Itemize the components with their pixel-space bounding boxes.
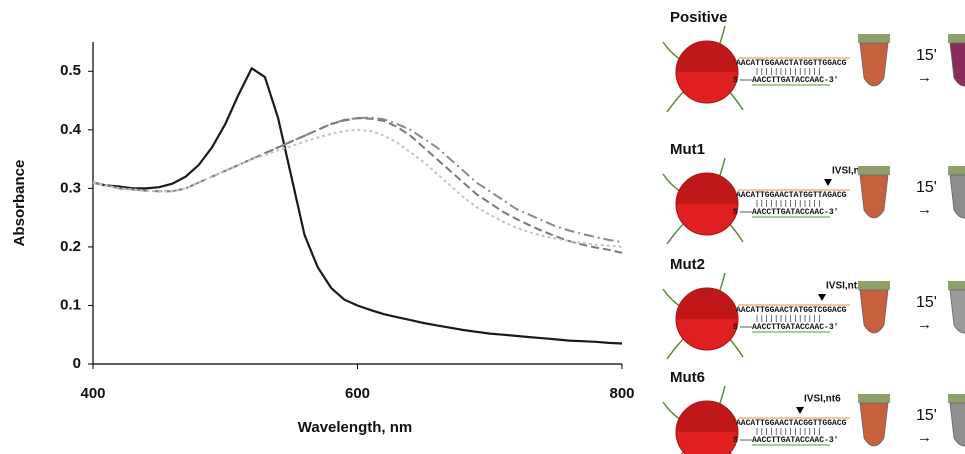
y-tick-label: 0.1 bbox=[60, 296, 81, 313]
thiol-label: S bbox=[733, 208, 738, 217]
assay-panel: Mut2 AACATTGGAACTATGGTCGGACG S AACCTTGATACC… bbox=[662, 256, 965, 360]
probe-strand: AACCTTGATACCAAC-3' bbox=[752, 436, 838, 445]
result-tube-cap bbox=[948, 281, 965, 290]
result-tube-cap bbox=[948, 166, 965, 175]
y-tick-label: 0.5 bbox=[60, 62, 81, 79]
result-tube bbox=[949, 289, 965, 334]
mutation-label: IVSI,nt2 bbox=[826, 281, 863, 292]
x-tick-label: 400 bbox=[80, 385, 105, 402]
start-tube-cap bbox=[858, 166, 890, 175]
arrow: → bbox=[917, 429, 932, 446]
assay-panel: Mut1 AACATTGGAACTATGGTTAGACG S AACCTTGATACC… bbox=[662, 141, 965, 245]
particle-shade bbox=[676, 401, 738, 432]
assay-panel: Mut6 AACATTGGAACTACGGTTGGACG S AACCTTGATACC… bbox=[662, 369, 965, 454]
start-tube-cap bbox=[858, 34, 890, 43]
assay-panel: Positive AACATTGGAACTATGGTTGGACG S AACCTTGA… bbox=[662, 9, 965, 113]
time-label: 15' bbox=[916, 407, 937, 424]
mutation-marker bbox=[796, 407, 804, 414]
y-axis-label: Absorbance bbox=[11, 160, 28, 247]
y-tick-label: 0 bbox=[73, 355, 81, 372]
mutation-marker bbox=[818, 294, 826, 301]
mutation-label: IVSI,nt6 bbox=[804, 394, 841, 405]
spectrum-line bbox=[92, 128, 623, 248]
panel-label: Positive bbox=[670, 9, 728, 26]
start-tube bbox=[859, 174, 889, 219]
probe-strand: AACCTTGATACCAAC-3' bbox=[752, 208, 838, 217]
start-tube bbox=[859, 42, 889, 87]
start-tube bbox=[859, 402, 889, 447]
panel-label: Mut2 bbox=[670, 256, 705, 273]
x-axis-label: Wavelength, nm bbox=[298, 419, 412, 436]
mutation-label: IVSI,nt1 bbox=[832, 166, 869, 177]
x-tick-label: 600 bbox=[345, 385, 370, 402]
probe-strand: AACCTTGATACCAAC-3' bbox=[752, 76, 838, 85]
probe-strand: AACCTTGATACCAAC-3' bbox=[752, 323, 838, 332]
result-tube bbox=[949, 402, 965, 447]
particle-shade bbox=[676, 41, 738, 72]
y-tick-label: 0.2 bbox=[60, 238, 81, 255]
arrow: → bbox=[917, 201, 932, 218]
target-strand: AACATTGGAACTATGGTCGGACG bbox=[736, 306, 847, 315]
y-tick-label: 0.4 bbox=[60, 121, 82, 138]
arrow: → bbox=[917, 69, 932, 86]
result-tube bbox=[949, 42, 965, 87]
thiol-label: S bbox=[733, 323, 738, 332]
target-strand: AACATTGGAACTATGGTTGGACG bbox=[736, 59, 847, 68]
target-strand: AACATTGGAACTACGGTTGGACG bbox=[736, 419, 847, 428]
time-label: 15' bbox=[916, 47, 937, 64]
x-tick-label: 800 bbox=[609, 385, 634, 402]
panel-label: Mut6 bbox=[670, 369, 705, 386]
spectrum-line bbox=[92, 66, 623, 345]
spectrum-line bbox=[92, 117, 623, 254]
spectrum-line bbox=[92, 116, 623, 244]
start-tube-cap bbox=[858, 394, 890, 403]
target-strand: AACATTGGAACTATGGTTAGACG bbox=[736, 191, 847, 200]
thiol-label: S bbox=[733, 436, 738, 445]
thiol-label: S bbox=[733, 76, 738, 85]
start-tube-cap bbox=[858, 281, 890, 290]
result-tube bbox=[949, 174, 965, 219]
start-tube bbox=[859, 289, 889, 334]
particle-shade bbox=[676, 288, 738, 319]
time-label: 15' bbox=[916, 179, 937, 196]
result-tube-cap bbox=[948, 394, 965, 403]
result-tube-cap bbox=[948, 34, 965, 43]
mutation-marker bbox=[824, 179, 832, 186]
particle-shade bbox=[676, 173, 738, 204]
time-label: 15' bbox=[916, 294, 937, 311]
y-tick-label: 0.3 bbox=[60, 179, 81, 196]
arrow: → bbox=[917, 316, 932, 333]
panel-label: Mut1 bbox=[670, 141, 705, 158]
